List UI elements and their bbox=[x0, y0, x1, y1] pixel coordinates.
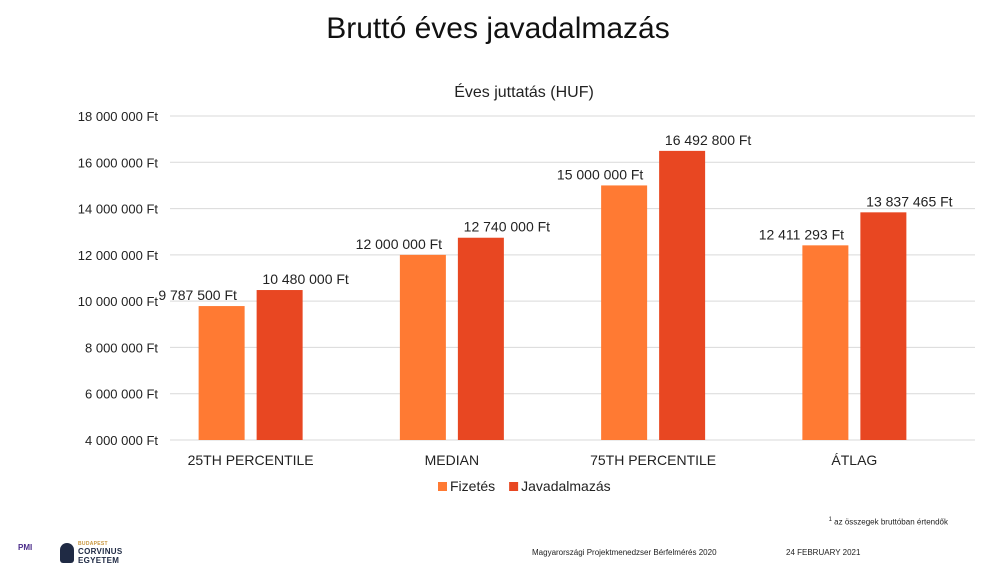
y-tick-label: 14 000 000 Ft bbox=[78, 202, 159, 217]
data-label: 12 411 293 Ft bbox=[759, 226, 844, 242]
y-tick-label: 6 000 000 Ft bbox=[85, 387, 158, 402]
bar-javadalmazas bbox=[457, 237, 504, 440]
data-label: 12 000 000 Ft bbox=[356, 236, 443, 252]
bar-javadalmazas bbox=[256, 290, 303, 440]
corvinus-logo-text: BUDAPEST CORVINUS EGYETEM bbox=[78, 541, 122, 565]
corvinus-crest-icon bbox=[60, 543, 74, 563]
corvinus-line-2: CORVINUS bbox=[78, 547, 123, 556]
pmi-logo: PMI bbox=[18, 543, 33, 552]
corvinus-line-1: BUDAPEST bbox=[78, 541, 108, 547]
data-label: 15 000 000 Ft bbox=[557, 166, 644, 182]
legend-swatch bbox=[509, 482, 519, 491]
category-label: 75TH PERCENTILE bbox=[590, 452, 716, 468]
y-tick-label: 4 000 000 Ft bbox=[85, 433, 158, 448]
category-label: MEDIAN bbox=[425, 452, 479, 468]
footnote: 1 az összegek bruttóban értendők bbox=[829, 517, 948, 527]
y-tick-label: 12 000 000 Ft bbox=[78, 248, 159, 263]
bar-fizetes bbox=[601, 185, 648, 440]
chart-title: Éves juttatás (HUF) bbox=[454, 82, 594, 101]
data-label: 10 480 000 Ft bbox=[262, 271, 349, 287]
bar-fizetes bbox=[802, 245, 849, 440]
y-tick-label: 16 000 000 Ft bbox=[78, 155, 159, 170]
y-tick-label: 10 000 000 Ft bbox=[78, 294, 159, 309]
legend-label: Javadalmazás bbox=[521, 478, 611, 494]
y-tick-label: 8 000 000 Ft bbox=[85, 340, 158, 355]
bar-javadalmazas bbox=[860, 212, 907, 440]
footer-date: 24 FEBRUARY 2021 bbox=[786, 548, 861, 557]
footnote-text: az összegek bruttóban értendők bbox=[831, 517, 948, 527]
bar-javadalmazas bbox=[659, 150, 706, 440]
category-label: ÁTLAG bbox=[831, 452, 877, 468]
category-label: 25TH PERCENTILE bbox=[188, 452, 314, 468]
y-tick-label: 18 000 000 Ft bbox=[78, 109, 159, 124]
bar-fizetes bbox=[399, 254, 446, 440]
data-label: 12 740 000 Ft bbox=[464, 219, 551, 235]
data-label: 13 837 465 Ft bbox=[866, 193, 953, 209]
legend-label: Fizetés bbox=[450, 478, 495, 494]
corvinus-line-3: EGYETEM bbox=[78, 556, 120, 565]
bar-fizetes bbox=[198, 306, 245, 440]
footnote-mark: 1 bbox=[828, 517, 832, 523]
slide-title: Bruttó éves javadalmazás bbox=[326, 12, 670, 45]
footer-survey: Magyarországi Projektmenedzser Bérfelmér… bbox=[532, 548, 717, 557]
data-label: 16 492 800 Ft bbox=[665, 132, 752, 148]
legend-swatch bbox=[438, 482, 447, 491]
data-label: 9 787 500 Ft bbox=[158, 287, 237, 303]
